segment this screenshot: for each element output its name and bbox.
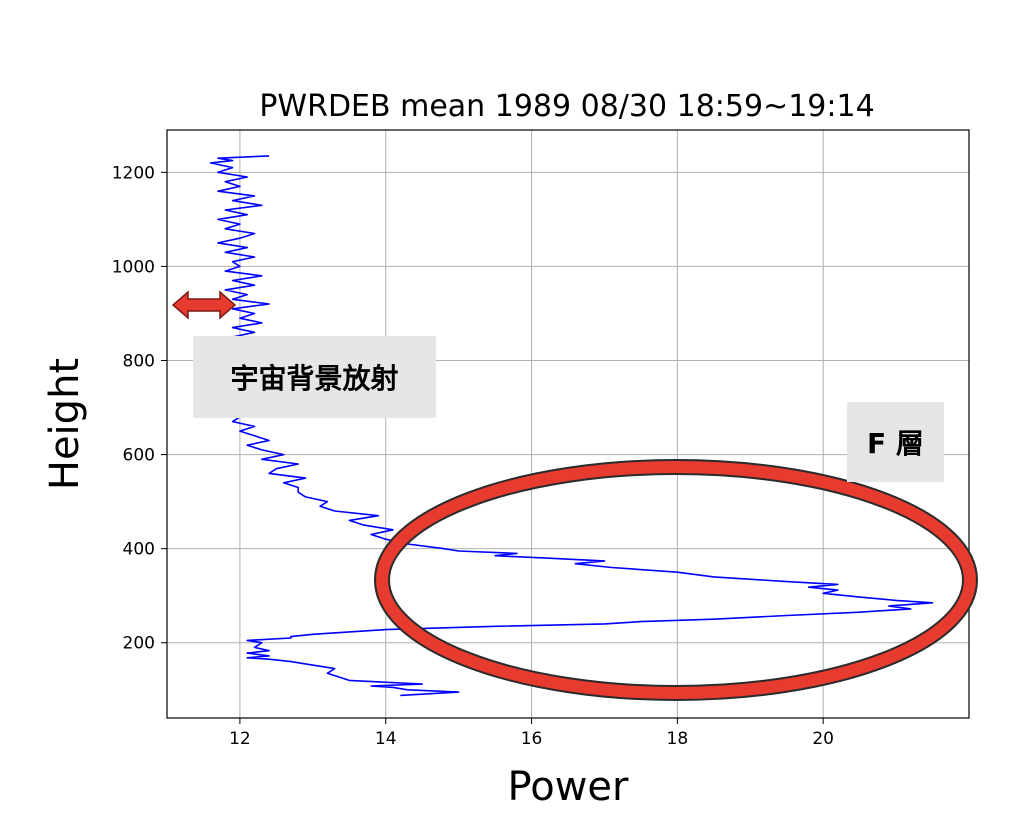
x-axis-label: Power — [508, 764, 629, 810]
annotation-f-layer: F 層 — [847, 402, 944, 482]
y-tick-label: 600 — [123, 446, 155, 466]
y-tick-label: 400 — [123, 540, 155, 560]
series-line — [209, 155, 934, 697]
annotation-cosmic-background: 宇宙背景放射 — [193, 336, 436, 418]
x-tick-label: 16 — [521, 729, 543, 749]
y-tick-label: 1200 — [112, 163, 155, 183]
x-tick-label: 18 — [667, 729, 689, 749]
x-tick-label: 20 — [812, 729, 834, 749]
chart-title: PWRDEB mean 1989 08/30 18:59~19:14 — [259, 89, 874, 124]
plot-frame — [166, 129, 970, 719]
y-axis-ticks: 200 400 600 800 1000 1200 — [112, 163, 167, 654]
x-axis-ticks: 12 14 16 18 20 — [229, 718, 834, 749]
y-tick-label: 800 — [123, 351, 155, 371]
f-layer-ellipse — [376, 461, 976, 699]
y-tick-label: 200 — [123, 634, 155, 654]
x-tick-label: 14 — [375, 729, 397, 749]
x-tick-label: 12 — [229, 729, 251, 749]
double-arrow-icon — [171, 290, 237, 320]
y-tick-label: 1000 — [112, 257, 155, 277]
y-axis-label: Height — [42, 358, 88, 490]
